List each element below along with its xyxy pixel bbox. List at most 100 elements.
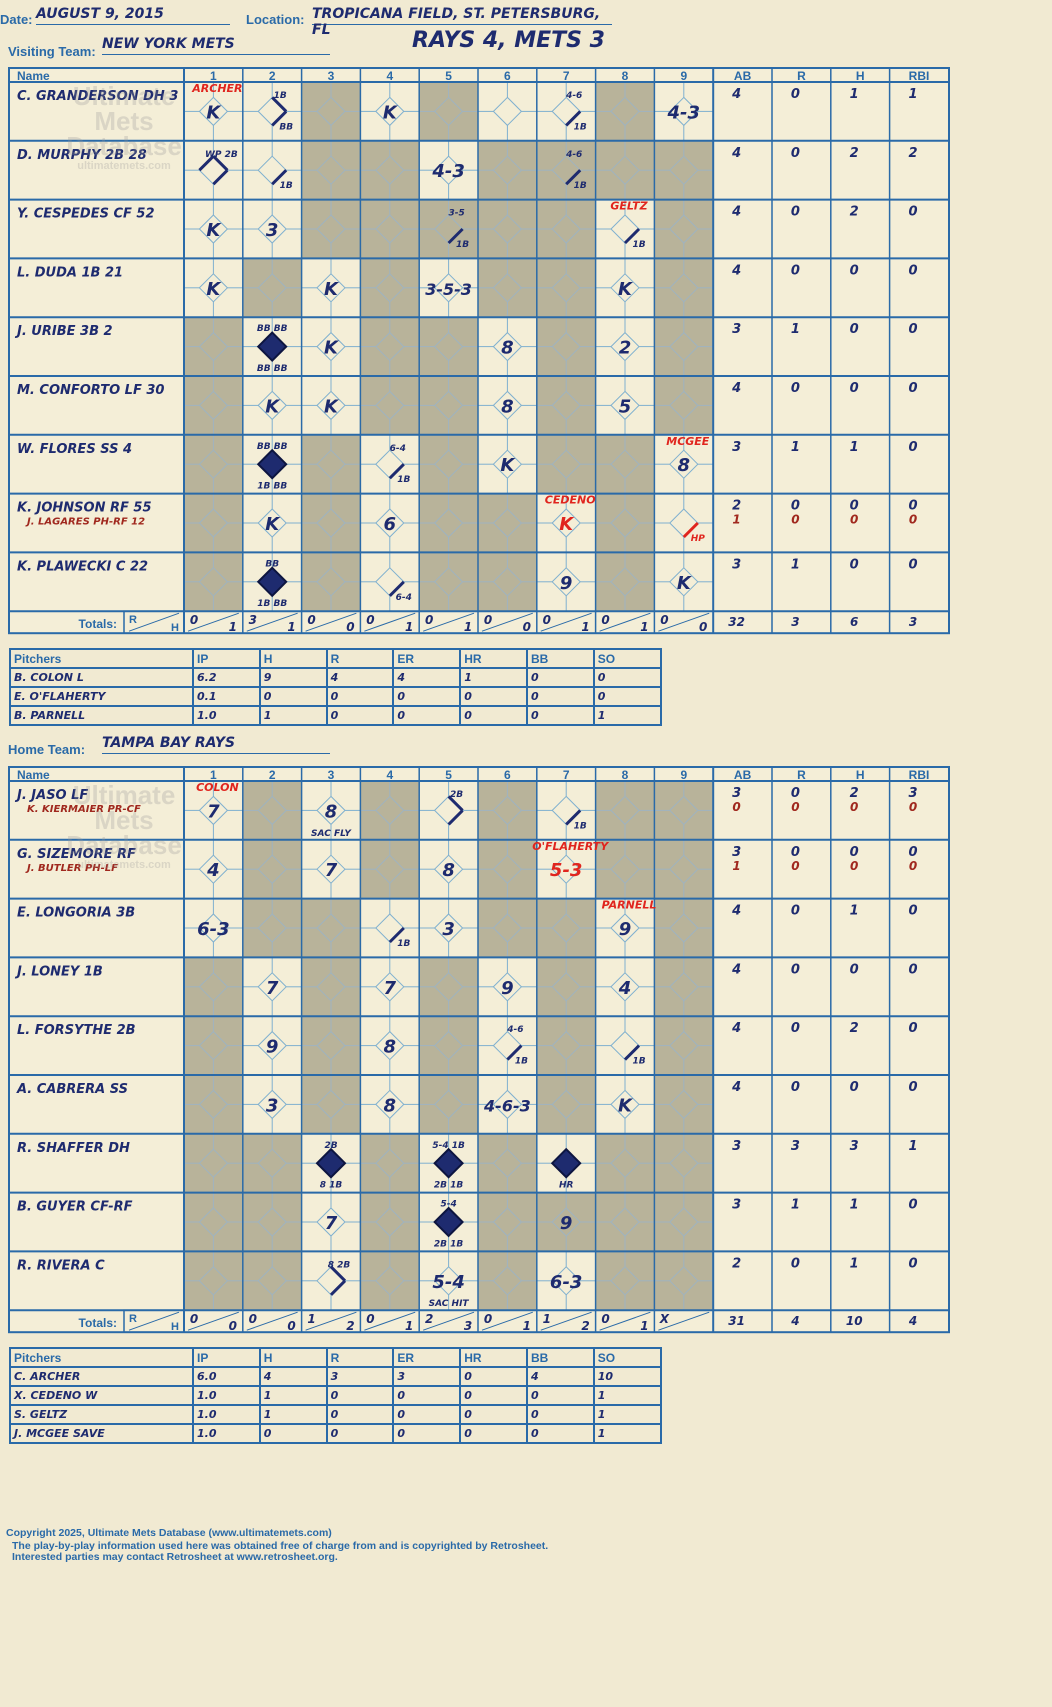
inning-header-3: 3 [328, 768, 335, 782]
pitcher-stat: 0 [459, 1404, 528, 1425]
play-out: 7 [266, 978, 279, 999]
batter-name: A. CABRERA SS [16, 1082, 128, 1097]
pitcher-stat: 0 [392, 1404, 462, 1425]
at-bat-cell [595, 898, 655, 958]
inning-header-5: 5 [445, 768, 452, 782]
play-out: 6 [384, 514, 397, 535]
at-bat-cell [360, 839, 420, 899]
pitcher-stat: 1.0 [192, 1404, 261, 1425]
play-out: 5 [619, 396, 632, 417]
batter-name: R. SHAFFER DH [17, 1141, 130, 1156]
stat-r: 1 [791, 557, 800, 572]
pitcher-row: X. CEDENO W 1.0 1 0 0 0 0 1 [9, 1385, 662, 1406]
inning-header-6: 6 [504, 69, 511, 83]
stat-r: 0 [791, 786, 800, 801]
pitcher-stat: 1 [459, 667, 528, 688]
at-bat-cell [595, 1192, 655, 1252]
pitcher-stat: 0 [325, 1385, 395, 1406]
play-out: 4-3 [431, 161, 465, 182]
diamond-outline [316, 1030, 346, 1061]
at-bat-cell [301, 140, 361, 200]
pitcher-row: E. O'FLAHERTY 0.1 0 0 0 0 0 0 [9, 686, 662, 707]
stat-h: 2 [850, 1021, 859, 1036]
play-out: 7 [325, 1213, 338, 1234]
watermark-logo: Ultimate Mets Database ultimatemets.com [66, 780, 182, 871]
inning-hits: 1 [287, 620, 295, 634]
pitcher-stat: 0 [525, 1423, 595, 1444]
pitcher-col-header: H [258, 648, 328, 669]
pitcher-col-header: SO [592, 1347, 662, 1368]
play-top-note: 2B [324, 1141, 337, 1151]
pitcher-change-note: GELTZ [610, 200, 648, 213]
at-bat-cell [419, 957, 478, 1017]
diamond-outline [610, 273, 640, 303]
pitcher-stat: 10 [592, 1366, 662, 1387]
play-out: 3 [442, 919, 455, 940]
at-bat-cell [360, 317, 420, 376]
stat-ab: 3 [732, 557, 741, 572]
play-result: 6-4 [396, 593, 412, 603]
diamond-outline [198, 1030, 229, 1061]
at-bat-cell [184, 839, 243, 899]
play-out: 2 [619, 338, 632, 359]
stat-rbi: 3 [908, 786, 917, 801]
sub-stat-rbi: 0 [909, 513, 917, 527]
at-bat-cell [595, 957, 655, 1017]
pitcher-stat: 1 [592, 1423, 662, 1444]
watermark-logo: Ultimate Mets Database ultimatemets.com [66, 81, 182, 172]
at-bat-cell [478, 1251, 537, 1311]
at-bat-cell [654, 781, 714, 840]
pitcher-stat: 1 [592, 1385, 662, 1406]
stat-header-ab: AB [734, 768, 752, 782]
at-bat-cell [419, 82, 478, 141]
stat-h: 1 [850, 1198, 859, 1213]
play-out: 9 [560, 573, 573, 594]
play-note: 3-5 [448, 209, 464, 219]
at-bat-cell [184, 898, 243, 958]
pitcher-col-header: R [325, 1347, 395, 1368]
stat-ab: 3 [732, 322, 741, 337]
at-bat-cell [301, 376, 361, 435]
at-bat-cell [242, 258, 302, 318]
play-note: WP 2B [205, 150, 238, 160]
play-result: 1B [397, 939, 410, 949]
at-bat-cell [242, 140, 302, 200]
at-bat-cell [595, 552, 655, 612]
at-bat-cell [595, 1251, 655, 1311]
inning-runs: 0 [543, 613, 551, 627]
play-run: BB BB 1B BB [256, 442, 288, 492]
inning-runs: 1 [307, 1312, 315, 1326]
play-out: K [265, 514, 281, 535]
at-bat-cell [654, 317, 714, 376]
play-out: 6-3 [197, 919, 230, 940]
play-out: 8 [442, 860, 455, 881]
sub-stat-h: 0 [850, 859, 858, 873]
stat-h: 0 [850, 381, 859, 396]
inning-hits: 2 [346, 1319, 354, 1333]
play-note: 4-6 [506, 1025, 523, 1035]
pitcher-stat: 0 [525, 1404, 595, 1425]
at-bat-cell [595, 1075, 655, 1134]
at-bat-cell [595, 781, 655, 840]
stat-header-h: H [856, 768, 865, 782]
footer-contact: Interested parties may contact Retroshee… [12, 1551, 338, 1563]
batter-name: D. MURPHY 2B 28 [17, 148, 147, 163]
play-result: 1B [397, 475, 410, 485]
at-bat-cell [595, 434, 655, 494]
pitcher-name: E. O'FLAHERTY [9, 686, 194, 707]
play-out: 6-3 [550, 1272, 583, 1293]
batter-name: W. FLORES SS 4 [17, 442, 132, 457]
batter-name: L. DUDA 1B 21 [17, 265, 123, 280]
pitcher-stat: 0 [258, 686, 328, 707]
pitcher-col-header: Pitchers [9, 648, 194, 669]
at-bat-cell [595, 376, 655, 435]
at-bat-cell [478, 552, 537, 612]
at-bat-cell [301, 552, 361, 612]
sub-stat-h: 0 [850, 800, 858, 814]
inning-header-6: 6 [504, 768, 511, 782]
at-bat-cell [301, 957, 361, 1017]
play-out: K [500, 455, 516, 476]
play-out: 3 [266, 220, 279, 241]
name-column-header: Name [17, 768, 50, 782]
